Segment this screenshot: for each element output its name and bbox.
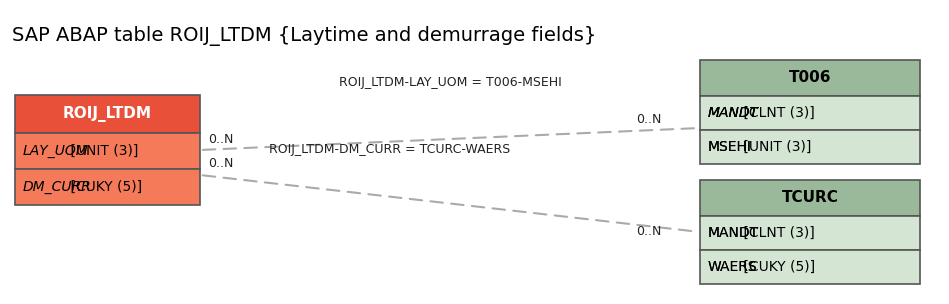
Bar [15,133,200,169]
Bar [700,250,920,284]
Text: 0..N: 0..N [208,157,233,170]
Text: MSEHI: MSEHI [708,140,752,154]
Text: LAY_UOM: LAY_UOM [23,144,89,158]
Text: 0..N: 0..N [637,113,662,126]
Text: [UNIT (3)]: [UNIT (3)] [66,144,139,158]
Text: WAERS: WAERS [708,260,757,274]
Text: MSEHI: MSEHI [708,140,752,154]
Bar [15,95,200,133]
Text: 0..N: 0..N [637,225,662,238]
Text: DM_CURR: DM_CURR [23,180,92,194]
Text: 0..N: 0..N [208,133,233,146]
Text: [CUKY (5)]: [CUKY (5)] [739,260,815,274]
Text: MANDT: MANDT [708,106,759,120]
Text: TCURC: TCURC [782,191,838,206]
Text: ROIJ_LTDM-DM_CURR = TCURC-WAERS: ROIJ_LTDM-DM_CURR = TCURC-WAERS [270,143,511,156]
Text: T006: T006 [789,71,831,85]
Bar [700,96,920,130]
Text: MANDT: MANDT [708,106,759,120]
Text: [CLNT (3)]: [CLNT (3)] [739,106,815,120]
Bar [15,169,200,205]
Text: MANDT: MANDT [708,226,759,240]
Text: ROIJ_LTDM: ROIJ_LTDM [63,106,152,122]
Text: [UNIT (3)]: [UNIT (3)] [739,140,811,154]
Text: [CUKY (5)]: [CUKY (5)] [66,180,142,194]
Text: MANDT: MANDT [708,106,759,120]
Bar [700,130,920,164]
Bar [700,60,920,96]
Text: [CLNT (3)]: [CLNT (3)] [739,226,815,240]
Bar [700,180,920,216]
Text: ROIJ_LTDM-LAY_UOM = T006-MSEHI: ROIJ_LTDM-LAY_UOM = T006-MSEHI [339,76,562,89]
Text: SAP ABAP table ROIJ_LTDM {Laytime and demurrage fields}: SAP ABAP table ROIJ_LTDM {Laytime and de… [12,26,596,46]
Text: WAERS: WAERS [708,260,757,274]
Bar [700,216,920,250]
Text: MANDT: MANDT [708,226,759,240]
